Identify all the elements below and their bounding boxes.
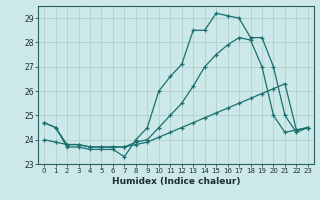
X-axis label: Humidex (Indice chaleur): Humidex (Indice chaleur) bbox=[112, 177, 240, 186]
